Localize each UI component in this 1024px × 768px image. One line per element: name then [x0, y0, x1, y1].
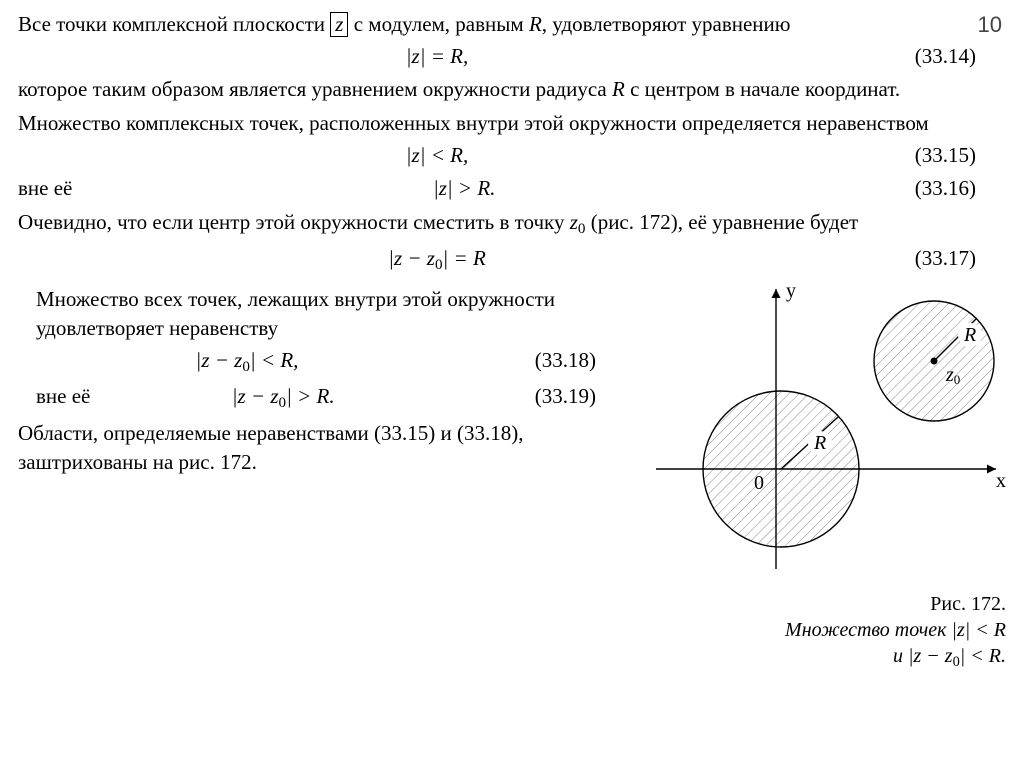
eq-body: |z| = R,	[406, 44, 468, 68]
rhs: | > R.	[286, 384, 335, 408]
caption-line-3: и |z − z0| < R.	[636, 643, 1006, 672]
eq-lead: вне её	[18, 174, 82, 202]
eq-body: |z − z0| > R.	[232, 384, 335, 408]
eq-label: (33.16)	[846, 174, 1006, 202]
eq-label: (33.15)	[846, 141, 1006, 169]
equation-33-15: |z| < R, (33.15)	[18, 141, 1006, 169]
boxed-z: z	[330, 12, 348, 37]
lower-text: Множество всех точек, лежащих внутри это…	[18, 279, 626, 480]
eq-label: (33.14)	[846, 42, 1006, 70]
rhs: | = R	[443, 246, 486, 270]
text: Все точки комплексной плоскости	[18, 12, 330, 36]
text: с модулем, равным	[348, 12, 528, 36]
figure-caption: Рис. 172. Множество точек |z| < R и |z −…	[636, 591, 1006, 672]
lower-block: Множество всех точек, лежащих внутри это…	[18, 279, 1006, 671]
figure-svg: R0Rz0xy	[646, 279, 1006, 579]
svg-text:0: 0	[754, 472, 764, 494]
equation-33-14: |z| = R, (33.14)	[18, 42, 1006, 70]
equation-33-17: |z − z0| = R (33.17)	[18, 244, 1006, 276]
equation-33-16: вне её |z| > R. (33.16)	[18, 174, 1006, 202]
text: , удовлетворяют уравнению	[542, 12, 791, 36]
paragraph-1: Все точки комплексной плоскости z с моду…	[18, 10, 1006, 38]
equation-33-18: |z − z0| < R, (33.18)	[18, 346, 626, 378]
svg-text:y: y	[786, 280, 796, 302]
page: 10 Все точки комплексной плоскости z с м…	[0, 0, 1024, 768]
text: | < R.	[960, 645, 1006, 667]
caption-line-1: Рис. 172.	[636, 591, 1006, 617]
paragraph-2: которое таким образом является уравнение…	[18, 75, 1006, 103]
page-number: 10	[978, 10, 1002, 40]
eq-body: |z| < R,	[406, 143, 468, 167]
paragraph-3: Множество комплексных точек, расположенн…	[18, 109, 1006, 137]
var-R: R	[612, 77, 625, 101]
text: Множество точек |z| < R	[785, 619, 1006, 641]
text: которое таким образом является уравнение…	[18, 77, 612, 101]
eq-label: (33.19)	[466, 382, 626, 410]
text: и |z − z	[893, 645, 953, 667]
eq-body: |z − z0| = R	[388, 246, 486, 270]
sub: 0	[953, 654, 960, 670]
paragraph-5: Множество всех точек, лежащих внутри это…	[18, 285, 626, 342]
caption-line-2: Множество точек |z| < R	[636, 617, 1006, 643]
text: (рис. 172), её уравнение будет	[585, 210, 858, 234]
sub: 0	[435, 257, 443, 273]
text: с центром в начале координат.	[625, 77, 900, 101]
text: Очевидно, что если центр этой окружности…	[18, 210, 570, 234]
rhs: | < R,	[250, 348, 299, 372]
eq-label: (33.18)	[466, 346, 626, 374]
eq-body: |z − z0| < R,	[196, 348, 299, 372]
equation-33-19: вне её |z − z0| > R. (33.19)	[18, 382, 626, 414]
z: z	[570, 210, 578, 234]
eq-body: |z| > R.	[433, 176, 495, 200]
var-R: R	[529, 12, 542, 36]
eq-label: (33.17)	[846, 244, 1006, 272]
sub: 0	[279, 395, 287, 411]
paragraph-6: Области, определяемые неравенствами (33.…	[18, 419, 626, 476]
lhs: |z − z	[388, 246, 435, 270]
sub: 0	[242, 359, 250, 375]
svg-text:x: x	[996, 470, 1006, 492]
lhs: |z − z	[196, 348, 243, 372]
svg-text:R: R	[963, 324, 976, 346]
svg-text:R: R	[813, 432, 826, 454]
figure-172: R0Rz0xy Рис. 172. Множество точек |z| < …	[636, 279, 1006, 671]
var-z0: z0	[570, 210, 586, 234]
lhs: |z − z	[232, 384, 279, 408]
eq-lead: вне её	[18, 382, 100, 410]
paragraph-4: Очевидно, что если центр этой окружности…	[18, 208, 1006, 240]
